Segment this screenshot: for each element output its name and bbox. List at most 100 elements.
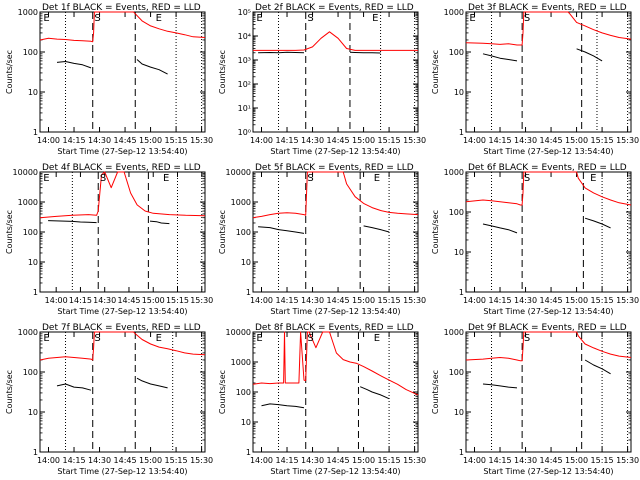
x-tick-label: 15:15	[591, 456, 614, 465]
lld-series-line	[465, 171, 632, 206]
y-axis-label: Counts/sec	[218, 210, 227, 254]
y-tick-label: 1	[459, 448, 464, 457]
panel-title: Det 7f BLACK = Events, RED = LLD	[42, 323, 201, 333]
phase-marker: S	[307, 333, 313, 344]
plot-frame	[39, 331, 206, 453]
x-tick-label: 15:15	[166, 296, 189, 305]
y-tick-label: 10	[28, 258, 38, 267]
x-tick-label: 14:30	[301, 136, 324, 145]
y-tick-label: 1000	[444, 8, 464, 17]
lld-series-line	[39, 331, 206, 361]
x-axis-label: Start Time (27-Sep-12 13:54:40)	[483, 147, 613, 156]
plot-frame	[39, 11, 206, 133]
y-axis-label: Counts/sec	[5, 50, 14, 94]
plot-frame	[252, 11, 419, 133]
x-axis-label: Start Time (27-Sep-12 13:54:40)	[57, 307, 187, 316]
x-tick-label: 15:00	[142, 296, 165, 305]
panel-title: Det 9f BLACK = Events, RED = LLD	[468, 323, 627, 333]
events-series-line	[349, 51, 381, 54]
panel-det-4: Det 4f BLACK = Events, RED = LLD Counts/s…	[5, 163, 213, 316]
y-tick-label: 1000	[18, 328, 38, 337]
y-tick-label: 10	[241, 418, 251, 427]
y-axis-label: Counts/sec	[431, 370, 440, 414]
x-tick-label: 14:45	[540, 456, 563, 465]
x-tick-label: 14:45	[117, 296, 140, 305]
lld-series-line	[465, 11, 632, 46]
panel-det-9: Det 9f BLACK = Events, RED = LLD Counts/s…	[431, 323, 639, 476]
y-tick-label: 1	[246, 448, 251, 457]
phase-marker: E	[469, 13, 475, 24]
events-series-line	[258, 51, 305, 54]
x-tick-label: 14:00	[463, 296, 486, 305]
phase-marker: E	[163, 173, 169, 184]
x-tick-label: 15:30	[403, 456, 426, 465]
plot-frame	[252, 171, 419, 293]
y-tick-label: 10	[454, 408, 464, 417]
x-tick-label: 14:30	[301, 296, 324, 305]
y-tick-label: 100	[23, 368, 38, 377]
x-tick-label: 14:45	[327, 296, 350, 305]
y-tick-label: 1	[33, 128, 38, 137]
x-tick-label: 14:30	[93, 296, 116, 305]
x-tick-label: 15:15	[591, 296, 614, 305]
events-series-line	[136, 59, 168, 75]
x-tick-label: 15:15	[378, 296, 401, 305]
lld-series-line	[39, 171, 206, 219]
x-axis-label: Start Time (27-Sep-12 13:54:40)	[57, 467, 187, 476]
x-tick-label: 14:30	[88, 456, 111, 465]
y-tick-label: 100	[23, 228, 38, 237]
x-tick-label: 15:00	[565, 456, 588, 465]
y-tick-label: 1	[33, 288, 38, 297]
y-tick-label: 1	[33, 448, 38, 457]
x-tick-label: 15:30	[616, 136, 639, 145]
y-tick-label: 1000	[231, 358, 251, 367]
y-tick-label: 10⁵	[238, 8, 251, 17]
y-tick-label: 100	[236, 388, 251, 397]
y-tick-label: 100	[236, 228, 251, 237]
phase-marker: E	[43, 173, 49, 184]
y-tick-label: 10	[454, 88, 464, 97]
events-series-line	[584, 217, 611, 229]
x-tick-label: 15:30	[403, 296, 426, 305]
y-tick-label: 10	[28, 408, 38, 417]
x-tick-label: 14:30	[514, 136, 537, 145]
x-tick-label: 15:30	[190, 296, 213, 305]
x-tick-label: 15:00	[139, 456, 162, 465]
x-tick-label: 14:45	[114, 456, 137, 465]
y-tick-label: 10	[241, 258, 251, 267]
y-tick-label: 1	[459, 288, 464, 297]
x-tick-label: 14:00	[37, 456, 60, 465]
events-series-line	[56, 61, 92, 69]
lld-series-line	[39, 11, 206, 43]
y-axis-label: Counts/sec	[431, 50, 440, 94]
events-series-line	[258, 226, 305, 234]
phase-marker: S	[307, 13, 313, 24]
plot-frame	[465, 171, 632, 293]
y-tick-label: 100	[449, 368, 464, 377]
x-tick-label: 15:15	[378, 136, 401, 145]
x-axis-label: Start Time (27-Sep-12 13:54:40)	[57, 147, 187, 156]
phase-marker: S	[94, 333, 100, 344]
phase-marker: E	[156, 333, 162, 344]
y-tick-label: 100	[449, 208, 464, 217]
x-tick-label: 14:45	[114, 136, 137, 145]
phase-marker: E	[156, 13, 162, 24]
x-tick-label: 15:15	[165, 456, 188, 465]
x-tick-label: 15:00	[352, 136, 375, 145]
x-tick-label: 14:15	[62, 456, 85, 465]
phase-marker: E	[256, 333, 262, 344]
events-series-line	[482, 223, 518, 234]
panel-title: Det 4f BLACK = Events, RED = LLD	[42, 163, 201, 173]
x-tick-label: 15:30	[616, 456, 639, 465]
x-tick-label: 14:00	[463, 136, 486, 145]
y-tick-label: 10000	[13, 168, 38, 177]
x-tick-label: 14:00	[463, 456, 486, 465]
y-tick-label: 100	[449, 48, 464, 57]
x-tick-label: 14:15	[275, 456, 298, 465]
x-tick-label: 15:00	[565, 136, 588, 145]
phase-marker: E	[43, 333, 49, 344]
x-axis-label: Start Time (27-Sep-12 13:54:40)	[483, 307, 613, 316]
y-tick-label: 10³	[238, 56, 251, 65]
phase-marker: S	[307, 173, 313, 184]
x-axis-label: Start Time (27-Sep-12 13:54:40)	[270, 307, 400, 316]
